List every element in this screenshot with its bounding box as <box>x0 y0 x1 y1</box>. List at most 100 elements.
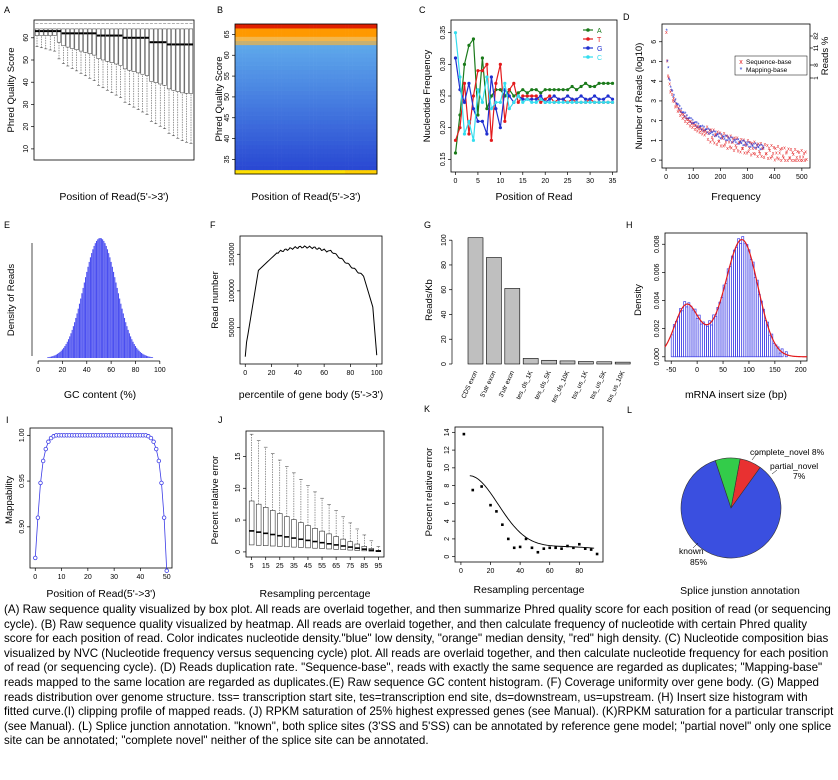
point-mapping-base: * <box>718 133 721 139</box>
heatmap-cell <box>263 149 268 154</box>
heatmap-cell <box>337 69 342 75</box>
heatmap-cell <box>362 40 367 46</box>
heatmap-cell <box>284 78 289 83</box>
series-point-G <box>530 97 534 101</box>
heatmap-cell <box>242 136 246 141</box>
heatmap-cell <box>266 128 271 133</box>
series-point-G <box>579 94 583 98</box>
heatmap-cell <box>313 53 317 58</box>
heatmap-cell <box>249 44 254 50</box>
series-point-A <box>498 88 502 92</box>
histogram-bar <box>122 313 124 358</box>
series-point-G <box>539 94 543 98</box>
heatmap-cell <box>302 82 307 87</box>
heatmap-cell <box>245 161 250 166</box>
heatmap-cell <box>284 36 289 41</box>
heatmap-cell <box>341 103 346 108</box>
box <box>354 543 360 551</box>
y-tick-label: 14 <box>444 428 451 436</box>
heatmap-cell <box>298 44 303 50</box>
point-mapping-base: * <box>705 129 708 135</box>
series-point-T <box>548 94 552 98</box>
y-tick-label: 40 <box>224 135 231 143</box>
heatmap-cell <box>302 78 307 83</box>
histogram-bar <box>149 356 151 358</box>
heatmap-cell <box>330 99 335 104</box>
heatmap-cell <box>323 149 328 154</box>
heatmap-cell <box>362 78 367 83</box>
heatmap-cell <box>337 115 342 121</box>
series-point-C <box>476 88 480 92</box>
heatmap-cell <box>373 82 378 87</box>
heatmap-cell <box>263 53 268 58</box>
heatmap-cell <box>252 74 257 79</box>
heatmap-cell <box>302 36 307 41</box>
heatmap-cell <box>313 82 317 87</box>
heatmap-cell <box>245 61 250 66</box>
heatmap-cell <box>291 65 296 71</box>
heatmap-cell <box>302 44 307 50</box>
box <box>305 525 311 549</box>
heatmap-cell <box>320 57 325 62</box>
heatmap-cell <box>291 94 296 100</box>
heatmap-cell <box>238 99 243 104</box>
heatmap-cell <box>238 153 243 158</box>
histogram-bar <box>123 317 126 358</box>
box <box>255 503 262 546</box>
heatmap-cell <box>330 165 335 171</box>
x-tick-label: 40 <box>516 568 524 575</box>
y-tick-label: 0.008 <box>654 235 661 253</box>
heatmap-cell <box>270 24 275 29</box>
heatmap-cell <box>281 53 285 58</box>
point-sequence-base: x <box>790 147 793 153</box>
heatmap-cell <box>284 90 289 96</box>
heatmap-cell <box>288 86 293 91</box>
heatmap-cell <box>337 128 342 133</box>
point-mapping-base: * <box>705 129 708 135</box>
point-sequence-base: x <box>667 73 670 79</box>
point-sequence-base: x <box>674 105 677 111</box>
heatmap-cell <box>373 128 378 133</box>
heatmap-cell <box>274 24 278 29</box>
heatmap-cell <box>281 44 285 50</box>
heatmap-cell <box>277 24 282 29</box>
y-tick-label: 0 <box>444 555 451 559</box>
x-tick-label: 95 <box>374 563 382 570</box>
pie-slice-complete_novel <box>714 457 741 509</box>
series-point-G <box>575 97 579 101</box>
series-point-A <box>521 88 525 92</box>
heatmap-cell <box>334 94 339 100</box>
panel-letter: C <box>419 5 426 15</box>
heatmap-cell <box>369 40 374 46</box>
heatmap-cell <box>252 57 257 62</box>
heatmap-cell <box>316 74 321 79</box>
heatmap-cell <box>235 111 239 116</box>
series-point-T <box>480 69 485 73</box>
heatmap-cell <box>284 124 289 129</box>
heatmap-cell <box>373 40 378 46</box>
heatmap-cell <box>235 161 239 166</box>
heatmap-cell <box>288 99 293 104</box>
point-sequence-base: x <box>788 156 791 162</box>
heatmap-cell <box>359 69 364 75</box>
histogram-bar <box>128 333 130 358</box>
box <box>70 28 75 49</box>
point-mapping-base: * <box>676 104 679 110</box>
x-tick-label: 20 <box>59 367 67 374</box>
heatmap-cell <box>320 65 325 71</box>
box <box>61 28 66 47</box>
heatmap-cell <box>288 36 293 41</box>
data-point <box>578 542 581 546</box>
heatmap-cell <box>242 157 246 162</box>
heatmap-cell <box>252 157 257 162</box>
heatmap-cell <box>323 124 328 129</box>
heatmap-cell <box>359 165 364 171</box>
heatmap-cell <box>302 57 307 62</box>
heatmap-cell <box>302 149 307 154</box>
point-mapping-base: * <box>722 136 725 142</box>
heatmap-cell <box>341 157 346 162</box>
heatmap-cell <box>274 65 278 71</box>
point-mapping-base: * <box>734 140 737 146</box>
